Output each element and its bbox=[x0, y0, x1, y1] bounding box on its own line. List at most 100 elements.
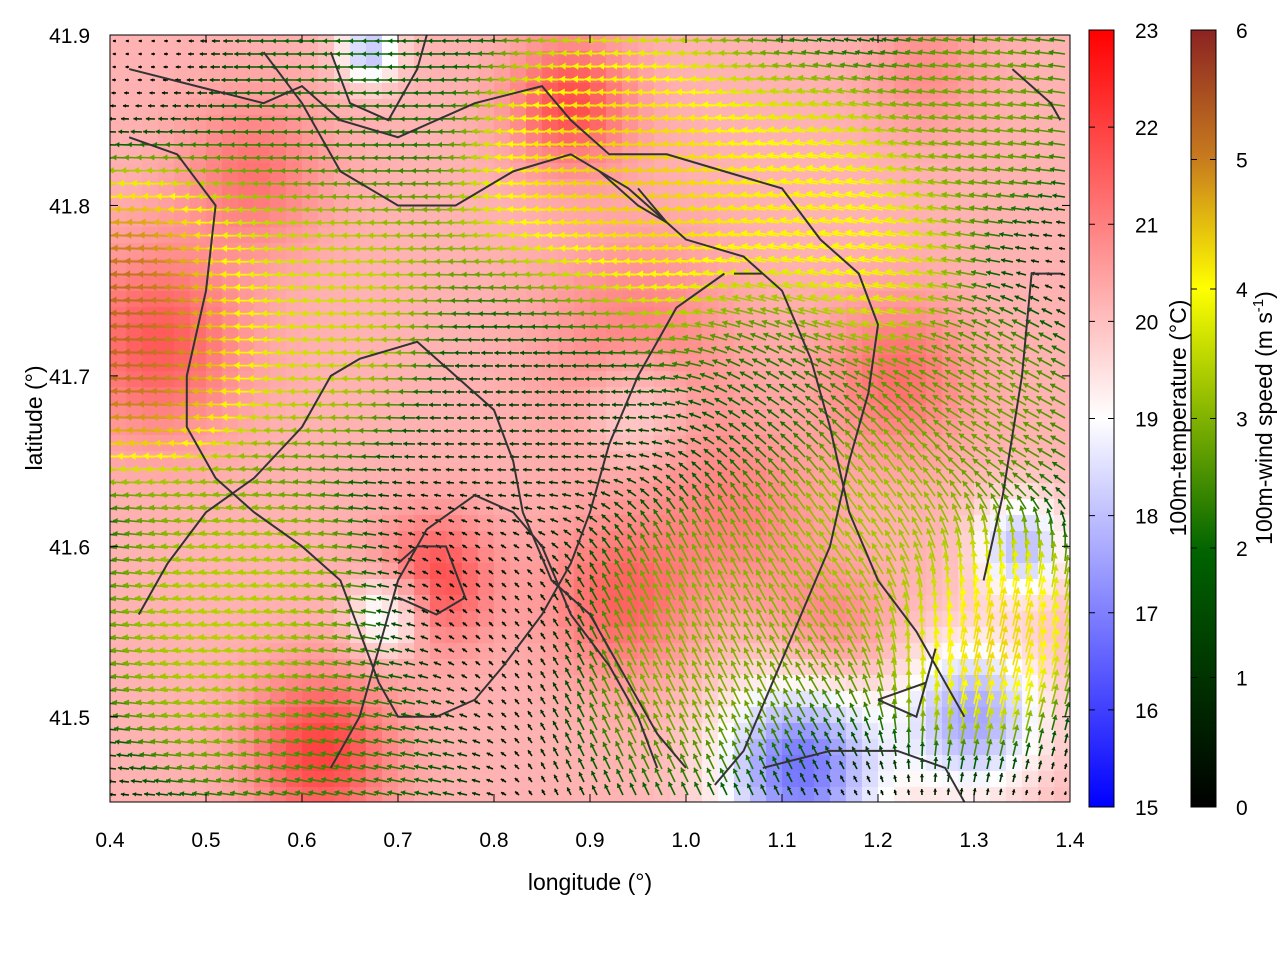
heatmap-cell bbox=[126, 35, 143, 52]
heatmap-cell bbox=[574, 755, 591, 772]
heatmap-cell bbox=[366, 147, 383, 164]
heatmap-cell bbox=[638, 451, 655, 468]
heatmap-cell bbox=[158, 307, 175, 324]
heatmap-cell bbox=[334, 499, 351, 516]
heatmap-cell bbox=[254, 83, 271, 100]
heatmap-cell bbox=[366, 195, 383, 212]
heatmap-cell bbox=[494, 243, 511, 260]
heatmap-cell bbox=[382, 419, 399, 436]
heatmap-cell bbox=[782, 99, 799, 116]
heatmap-cell bbox=[334, 387, 351, 404]
heatmap-cell bbox=[974, 99, 991, 116]
heatmap-cell bbox=[446, 771, 463, 788]
heatmap-cell bbox=[990, 99, 1007, 116]
heatmap-cell bbox=[110, 627, 127, 644]
heatmap-cell bbox=[126, 355, 143, 372]
heatmap-cell bbox=[238, 451, 255, 468]
heatmap-cell bbox=[270, 259, 287, 276]
heatmap-cell bbox=[382, 243, 399, 260]
heatmap-cell bbox=[558, 291, 575, 308]
heatmap-cell bbox=[414, 307, 431, 324]
heatmap-cell bbox=[158, 195, 175, 212]
heatmap-cell bbox=[110, 131, 127, 148]
heatmap-cell bbox=[462, 51, 479, 68]
heatmap-cell bbox=[526, 307, 543, 324]
heatmap-cell bbox=[766, 547, 783, 564]
heatmap-cell bbox=[430, 99, 447, 116]
heatmap-cell bbox=[334, 675, 351, 692]
heatmap-cell bbox=[142, 115, 159, 132]
heatmap-cell bbox=[110, 659, 127, 676]
heatmap-cell bbox=[430, 83, 447, 100]
heatmap-cell bbox=[526, 483, 543, 500]
heatmap-cell bbox=[622, 243, 639, 260]
heatmap-cell bbox=[542, 515, 559, 532]
heatmap-cell bbox=[110, 259, 127, 276]
heatmap-cell bbox=[590, 243, 607, 260]
heatmap-cell bbox=[398, 787, 415, 802]
heatmap-cell bbox=[446, 419, 463, 436]
heatmap-cell bbox=[142, 51, 159, 68]
heatmap-cell bbox=[222, 419, 239, 436]
heatmap-cell bbox=[318, 467, 335, 484]
heatmap-cell bbox=[622, 67, 639, 84]
heatmap-cell bbox=[398, 483, 415, 500]
heatmap-cell bbox=[926, 787, 943, 802]
heatmap-cell bbox=[398, 179, 415, 196]
heatmap-cell bbox=[110, 691, 127, 708]
heatmap-cell bbox=[478, 211, 495, 228]
heatmap-cell bbox=[110, 579, 127, 596]
heatmap-cell bbox=[222, 739, 239, 756]
heatmap-cell bbox=[974, 67, 991, 84]
heatmap-cell bbox=[270, 339, 287, 356]
heatmap-cell bbox=[510, 563, 527, 580]
heatmap-cell bbox=[382, 291, 399, 308]
heatmap-cell bbox=[142, 515, 159, 532]
heatmap-cell bbox=[814, 99, 831, 116]
heatmap-cell bbox=[926, 739, 943, 756]
heatmap-cell bbox=[430, 259, 447, 276]
heatmap-cell bbox=[590, 787, 607, 802]
heatmap-cell bbox=[238, 723, 255, 740]
heatmap-cell bbox=[254, 115, 271, 132]
heatmap-cell bbox=[334, 147, 351, 164]
heatmap-cell bbox=[830, 787, 847, 802]
heatmap-cell bbox=[238, 691, 255, 708]
heatmap-cell bbox=[366, 531, 383, 548]
heatmap-cell bbox=[446, 259, 463, 276]
heatmap-cell bbox=[558, 211, 575, 228]
heatmap-cell bbox=[142, 771, 159, 788]
heatmap-cell bbox=[446, 451, 463, 468]
heatmap-cell bbox=[510, 627, 527, 644]
heatmap-cell bbox=[318, 147, 335, 164]
heatmap-cell bbox=[222, 531, 239, 548]
heatmap-cell bbox=[414, 467, 431, 484]
heatmap-cell bbox=[718, 35, 735, 52]
heatmap-cell bbox=[510, 307, 527, 324]
heatmap-cell bbox=[510, 675, 527, 692]
heatmap-cell bbox=[366, 467, 383, 484]
heatmap-cell bbox=[478, 291, 495, 308]
heatmap-cell bbox=[1054, 771, 1070, 788]
heatmap-cell bbox=[206, 515, 223, 532]
heatmap-cell bbox=[398, 659, 415, 676]
heatmap-cell bbox=[574, 419, 591, 436]
heatmap-cell bbox=[1054, 739, 1070, 756]
heatmap-cell bbox=[142, 35, 159, 52]
heatmap-cell bbox=[398, 35, 415, 52]
heatmap-cell bbox=[158, 483, 175, 500]
heatmap-cell bbox=[990, 755, 1007, 772]
heatmap-cell bbox=[270, 483, 287, 500]
heatmap-cell bbox=[366, 707, 383, 724]
heatmap-cell bbox=[526, 99, 543, 116]
heatmap-cell bbox=[574, 291, 591, 308]
heatmap-cell bbox=[1054, 35, 1070, 52]
heatmap-cell bbox=[910, 339, 927, 356]
heatmap-cell bbox=[398, 611, 415, 628]
heatmap-cell bbox=[494, 51, 511, 68]
heatmap-cell bbox=[430, 691, 447, 708]
heatmap-cell bbox=[462, 723, 479, 740]
heatmap-cell bbox=[318, 691, 335, 708]
heatmap-cell bbox=[894, 35, 911, 52]
heatmap-cell bbox=[430, 467, 447, 484]
